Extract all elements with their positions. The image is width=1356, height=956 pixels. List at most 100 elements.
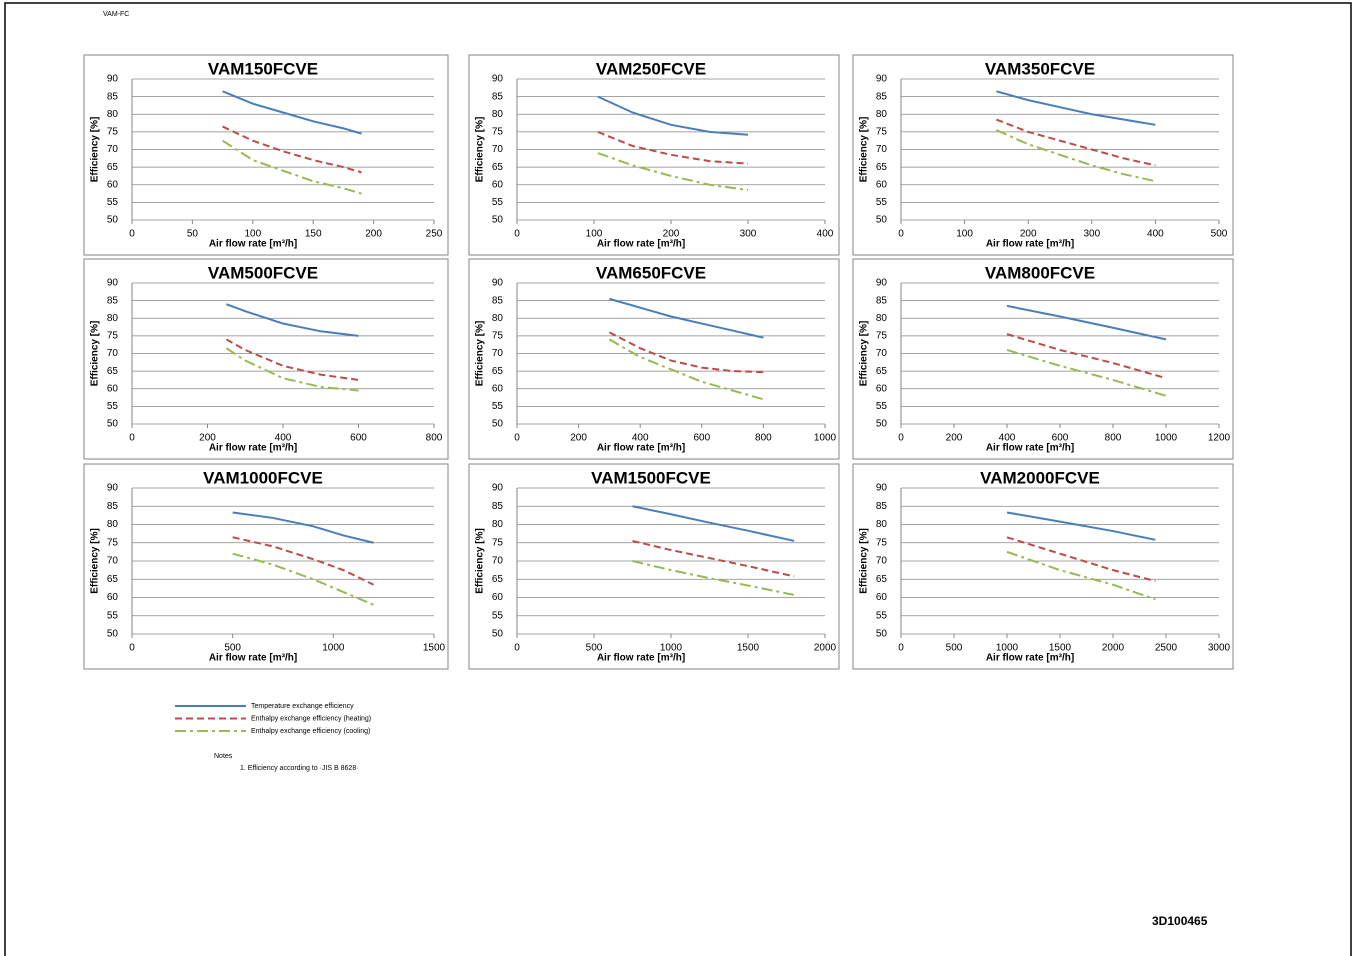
x-tick-label: 50	[187, 229, 199, 240]
series-line	[1006, 511, 1156, 541]
y-tick-label: 65	[876, 574, 888, 585]
y-tick-label: 85	[876, 501, 888, 512]
x-tick-label: 2000	[1102, 643, 1125, 654]
series-line	[232, 536, 375, 586]
series-line	[222, 125, 362, 174]
y-tick-label: 50	[876, 629, 888, 640]
series-line	[597, 152, 749, 192]
chart-title: VAM250FCVE	[596, 59, 706, 78]
y-axis-label: Efficiency [%]	[859, 117, 870, 183]
y-tick-label: 85	[492, 501, 504, 512]
y-tick-label: 60	[876, 383, 888, 394]
y-tick-label: 70	[876, 348, 888, 359]
series-line	[632, 560, 795, 596]
x-tick-label: 0	[898, 433, 904, 444]
series-line	[597, 130, 749, 165]
y-tick-label: 50	[107, 419, 119, 430]
chart-title: VAM2000FCVE	[980, 468, 1100, 487]
y-tick-label: 50	[492, 419, 504, 430]
y-tick-label: 70	[107, 348, 119, 359]
x-tick-label: 200	[570, 433, 587, 444]
series-line	[609, 297, 764, 339]
x-tick-label: 400	[275, 433, 292, 444]
x-tick-label: 1000	[996, 643, 1019, 654]
x-tick-label: 400	[817, 229, 834, 240]
x-tick-label: 400	[999, 433, 1016, 444]
legend-label: Enthalpy exchange efficiency (cooling)	[251, 728, 370, 735]
x-tick-label: 200	[199, 433, 216, 444]
y-tick-label: 75	[876, 537, 888, 548]
y-tick-label: 85	[876, 295, 888, 306]
y-tick-label: 90	[876, 74, 888, 85]
chart-panel	[468, 54, 840, 256]
y-tick-label: 85	[107, 295, 119, 306]
y-tick-label: 50	[492, 629, 504, 640]
series-line	[222, 139, 362, 195]
x-tick-label: 500	[946, 643, 963, 654]
chart-panel	[852, 54, 1234, 256]
y-tick-label: 80	[492, 313, 504, 324]
x-tick-label: 3000	[1208, 643, 1231, 654]
header: VAM-FC	[103, 11, 129, 18]
y-tick-label: 65	[492, 366, 504, 377]
x-tick-label: 150	[305, 229, 322, 240]
x-tick-label: 500	[1211, 229, 1228, 240]
chart-panel	[83, 54, 449, 256]
y-tick-label: 50	[107, 629, 119, 640]
y-tick-label: 55	[107, 401, 119, 412]
chart-title: VAM1000FCVE	[203, 468, 323, 487]
page-frame	[4, 2, 1352, 956]
doc-number: 3D100465	[1152, 914, 1208, 928]
y-tick-label: 80	[876, 519, 888, 530]
y-tick-label: 70	[107, 556, 119, 567]
chart-panel	[83, 463, 449, 670]
y-tick-label: 90	[107, 278, 119, 289]
x-tick-label: 800	[1105, 433, 1122, 444]
x-tick-label: 100	[956, 229, 973, 240]
x-tick-label: 1500	[1049, 643, 1072, 654]
series-line	[222, 90, 362, 135]
x-tick-label: 400	[632, 433, 649, 444]
series-line	[1006, 550, 1156, 601]
y-tick-label: 80	[107, 519, 119, 530]
x-tick-label: 600	[350, 433, 367, 444]
y-tick-label: 50	[876, 419, 888, 430]
y-tick-label: 90	[492, 278, 504, 289]
y-tick-label: 85	[492, 91, 504, 102]
y-tick-label: 85	[492, 295, 504, 306]
y-tick-label: 65	[876, 162, 888, 173]
x-tick-label: 600	[693, 433, 710, 444]
y-tick-label: 50	[107, 215, 119, 226]
x-tick-label: 800	[426, 433, 443, 444]
y-axis-label: Efficiency [%]	[90, 117, 101, 183]
y-tick-label: 60	[876, 592, 888, 603]
chart-title: VAM150FCVE	[208, 59, 318, 78]
series-line	[632, 539, 795, 578]
chart-panel	[852, 463, 1234, 670]
y-tick-label: 85	[876, 91, 888, 102]
x-tick-label: 0	[129, 643, 135, 654]
y-tick-label: 60	[107, 592, 119, 603]
x-tick-label: 800	[755, 433, 772, 444]
series-line	[1006, 349, 1167, 397]
x-tick-label: 0	[514, 433, 520, 444]
y-tick-label: 60	[876, 179, 888, 190]
y-tick-label: 65	[107, 574, 119, 585]
y-axis-label: Efficiency [%]	[859, 528, 870, 594]
y-tick-label: 75	[107, 331, 119, 342]
y-tick-label: 90	[876, 278, 888, 289]
x-axis-label: Air flow rate [m³/h]	[597, 653, 685, 664]
y-tick-label: 55	[107, 610, 119, 621]
y-tick-label: 65	[876, 366, 888, 377]
y-tick-label: 50	[492, 215, 504, 226]
y-tick-label: 80	[876, 109, 888, 120]
y-tick-label: 60	[492, 592, 504, 603]
x-tick-label: 1000	[814, 433, 837, 444]
y-tick-label: 55	[107, 197, 119, 208]
y-tick-label: 75	[876, 127, 888, 138]
series-line	[608, 331, 764, 374]
series-line	[632, 505, 795, 542]
x-tick-label: 1000	[660, 643, 683, 654]
y-tick-label: 80	[107, 109, 119, 120]
y-axis-label: Efficiency [%]	[90, 528, 101, 594]
